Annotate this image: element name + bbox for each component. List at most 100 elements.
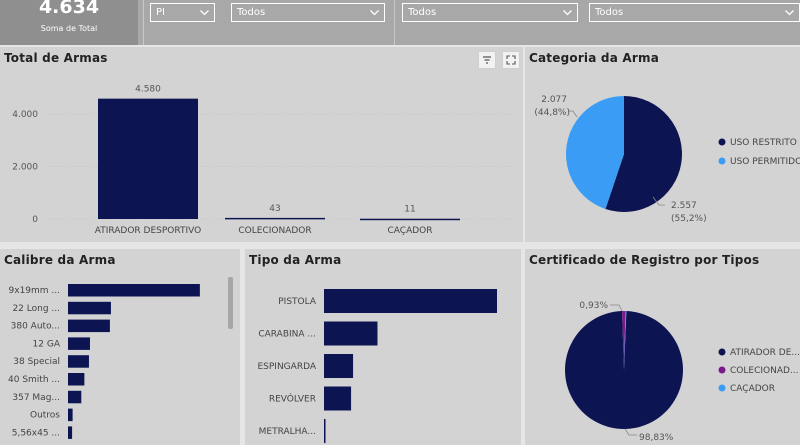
leader-line [568,110,578,118]
bar [324,354,354,378]
y-tick-label: 357 Mag... [12,393,60,403]
y-tick-label: Outros [30,411,60,421]
bar [324,321,378,346]
panel-title: Certificado de Registro por Tipos [529,253,760,267]
y-tick-label: 22 Long ... [12,304,60,314]
bar [68,426,73,439]
panel-title: Categoria da Arma [529,51,659,65]
scrollbar-thumb[interactable] [228,277,233,329]
bar [68,301,111,315]
kpi-label: Soma de Total [40,24,98,33]
data-label: 4.580 [135,85,161,95]
y-tick-label: PISTOLA [278,297,317,307]
bar [68,355,89,368]
pie-slice [564,311,683,429]
tipo-panel: Tipo da Arma PISTOLA CARABINA ... ESPINGAR… [245,249,521,445]
filter-slicer-2[interactable]: Todos [402,3,578,22]
legend-marker [718,157,726,165]
pie-slice [624,311,627,370]
legend-marker [718,138,726,146]
pie-slice [622,311,626,370]
calibre-chart: 9x19mm ... 22 Long ... 380 Auto... 12 GA 38 … [8,284,200,439]
x-tick-label: COLECIONADOR [238,226,311,236]
bar [324,289,497,313]
certificado-panel: Certificado de Registro por Tipos 0,93% 9… [525,249,800,445]
chevron-down-icon [200,10,209,16]
data-label: 2.557 [671,201,697,211]
bar [68,390,82,404]
bar [225,217,325,220]
y-tick-label: 0 [32,215,38,225]
y-tick-label: 9x19mm ... [9,286,60,296]
panel-title: Calibre da Arma [4,253,116,267]
bar [68,319,110,333]
pie-slice [605,96,682,212]
legend-marker [718,366,726,374]
filter-bar: 4.634 Soma de Total PI Todos Todos Todos [0,0,800,45]
total-armas-chart: 0 2.000 4.000 4.580 ATIRADOR DESPORTIVO 43 COL… [12,85,515,236]
y-tick-label: 38 Special [13,357,60,367]
y-tick-label: METRALHA... [259,427,316,437]
chevron-down-icon [785,10,794,16]
bar [324,386,352,411]
y-tick-label: 2.000 [12,162,38,172]
chevron-down-icon [370,10,379,16]
y-tick-label: REVÓLVER [269,393,316,405]
divider [143,0,144,45]
certificado-chart: 0,93% 98,83% ATIRADOR DE... COLECIONAD... CA… [564,301,800,443]
legend-label: CAÇADOR [730,384,775,394]
slicer-value: Todos [237,7,266,18]
y-tick-label: CARABINA ... [258,330,316,340]
y-tick-label: 12 GA [33,339,61,349]
pie-slice [566,96,624,209]
bar [98,98,198,219]
focus-mode-button[interactable] [502,51,520,69]
data-label: 11 [404,205,415,215]
y-tick-label: 5,56x45 ... [12,428,60,438]
bar [360,218,460,221]
y-tick-label: 40 Smith ... [8,375,60,385]
data-label: 2.077 [541,95,567,105]
legend-label: USO RESTRITO [730,138,797,148]
panel-title: Tipo da Arma [249,253,342,267]
categoria-panel: Categoria da Arma 2.077 (44,8%) 2.557 (55,2… [525,47,800,242]
state-slicer[interactable]: PI [150,3,215,22]
y-tick-label: 4.000 [12,110,38,120]
panel-title: Total de Armas [4,51,108,65]
percent-label: 0,93% [579,301,608,311]
tipo-chart: PISTOLA CARABINA ... ESPINGARDA REVÓLVER MET… [257,289,497,443]
bar [68,337,90,350]
slicer-value: PI [156,7,165,18]
legend-marker [718,348,726,356]
kpi-card: 4.634 Soma de Total [0,0,138,45]
total-armas-panel: Total de Armas 0 2.000 4.000 4.580 ATIRADOR … [0,47,523,242]
y-tick-label: 380 Auto... [11,322,60,332]
filter-slicer-3[interactable]: Todos [589,3,800,22]
leader-line [610,304,623,312]
x-tick-label: ATIRADOR DESPORTIVO [95,226,201,236]
legend-label: USO PERMITIDO [730,157,800,167]
x-tick-label: CAÇADOR [388,226,433,236]
legend-label: COLECIONAD... [730,366,799,376]
slicer-value: Todos [595,7,624,18]
focus-mode-icon [506,55,516,65]
legend-label: ATIRADOR DE... [730,348,800,358]
bar [324,419,326,443]
filter-slicer-1[interactable]: Todos [231,3,385,22]
filter-icon [483,56,491,64]
percent-label: 98,83% [639,433,674,443]
chevron-down-icon [563,10,572,16]
percent-label: (55,2%) [671,214,707,224]
y-tick-label: ESPINGARDA [257,362,316,372]
percent-label: (44,8%) [534,108,570,118]
legend-marker [718,384,726,392]
bar [68,284,200,297]
calibre-panel: Calibre da Arma 9x19mm ... 22 Long ... 380… [0,249,240,445]
slicer-value: Todos [408,7,437,18]
divider [394,0,395,45]
bar [68,373,85,386]
leader-line [652,196,665,206]
filter-button[interactable] [478,51,496,69]
kpi-value: 4.634 [38,0,100,18]
leader-line [624,428,637,436]
